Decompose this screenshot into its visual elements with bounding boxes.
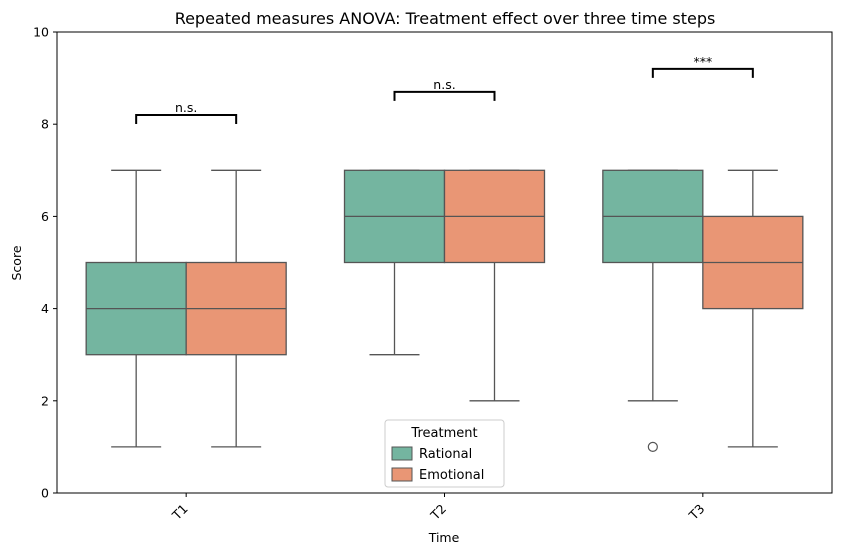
legend: Treatment Rational Emotional: [384, 419, 505, 488]
x-tick-label: T2: [427, 501, 449, 523]
x-tick-label: T1: [168, 501, 190, 523]
significance-annotations: n.s. n.s. ***: [135, 54, 754, 124]
y-tick-label: 6: [41, 209, 49, 224]
significance-label: ***: [693, 54, 712, 69]
y-axis-label: Score: [9, 245, 24, 280]
box-groups: [85, 169, 804, 452]
legend-item-emotional: Emotional: [391, 467, 484, 483]
y-tick-label: 0: [41, 486, 49, 501]
y-ticks: 0 2 4 6 8 10: [33, 25, 57, 501]
legend-title: Treatment: [410, 426, 477, 441]
significance-bracket-t3: ***: [651, 54, 754, 78]
outlier-point: [647, 441, 658, 452]
legend-swatch: [391, 467, 413, 482]
legend-label: Emotional: [419, 468, 484, 483]
legend-label: Rational: [419, 447, 472, 462]
y-tick-label: 10: [33, 25, 49, 40]
x-tick-label: T3: [685, 501, 707, 523]
significance-label: n.s.: [175, 100, 197, 115]
box-emotional-t3: [702, 169, 804, 448]
x-ticks: T1 T2 T3: [168, 493, 707, 523]
significance-label: n.s.: [433, 77, 455, 92]
box-rational-t3: [602, 169, 704, 452]
y-tick-label: 4: [41, 301, 49, 316]
y-tick-label: 8: [41, 117, 49, 132]
legend-item-rational: Rational: [391, 446, 472, 462]
chart-title: Repeated measures ANOVA: Treatment effec…: [175, 9, 716, 28]
legend-swatch: [391, 446, 413, 461]
y-tick-label: 2: [41, 393, 49, 408]
bracket-line: [651, 67, 754, 78]
box-emotional-t2: [443, 169, 546, 402]
box-rational-t2: [343, 169, 446, 356]
bracket-line: [135, 113, 238, 124]
x-axis-label: Time: [428, 530, 460, 545]
significance-bracket-t2: n.s.: [393, 77, 496, 101]
significance-bracket-t1: n.s.: [135, 100, 238, 124]
legend-frame: [384, 419, 505, 488]
box-emotional-t1: [185, 169, 287, 448]
bracket-line: [393, 90, 496, 101]
box-rational-t1: [85, 169, 187, 448]
